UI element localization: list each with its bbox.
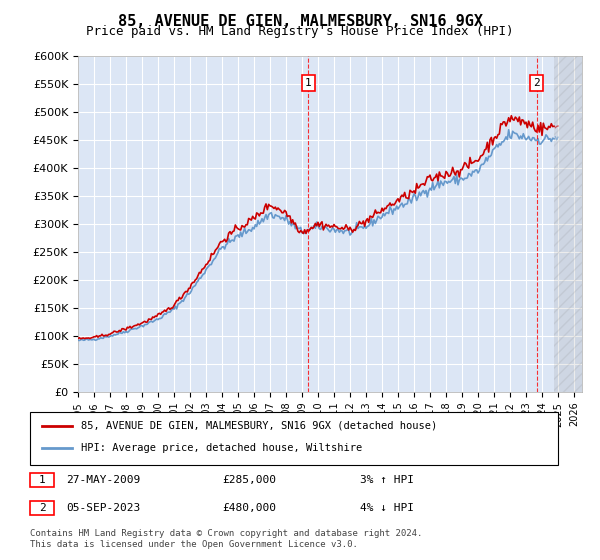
Text: HPI: Average price, detached house, Wiltshire: HPI: Average price, detached house, Wilt… (81, 443, 362, 453)
Text: 05-SEP-2023: 05-SEP-2023 (66, 503, 140, 513)
Text: 2: 2 (533, 78, 540, 88)
Text: 85, AVENUE DE GIEN, MALMESBURY, SN16 9GX: 85, AVENUE DE GIEN, MALMESBURY, SN16 9GX (118, 14, 482, 29)
Text: £285,000: £285,000 (222, 475, 276, 485)
Text: 2: 2 (38, 503, 46, 513)
Text: 85, AVENUE DE GIEN, MALMESBURY, SN16 9GX (detached house): 85, AVENUE DE GIEN, MALMESBURY, SN16 9GX… (81, 421, 437, 431)
Text: 27-MAY-2009: 27-MAY-2009 (66, 475, 140, 485)
Text: 4% ↓ HPI: 4% ↓ HPI (360, 503, 414, 513)
Text: 1: 1 (38, 475, 46, 485)
Text: £480,000: £480,000 (222, 503, 276, 513)
Bar (554, 56, 582, 392)
Text: 3% ↑ HPI: 3% ↑ HPI (360, 475, 414, 485)
Text: Price paid vs. HM Land Registry's House Price Index (HPI): Price paid vs. HM Land Registry's House … (86, 25, 514, 38)
Text: Contains HM Land Registry data © Crown copyright and database right 2024.
This d: Contains HM Land Registry data © Crown c… (30, 529, 422, 549)
Text: 1: 1 (305, 78, 312, 88)
